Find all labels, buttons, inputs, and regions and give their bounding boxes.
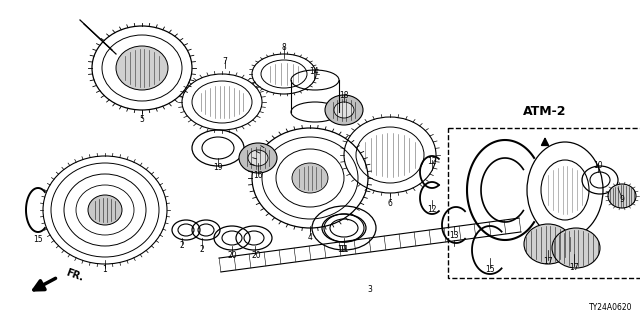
Text: 18: 18 [339,92,349,100]
Ellipse shape [248,150,268,166]
Text: 11: 11 [339,245,349,254]
Text: 5: 5 [140,116,145,124]
Text: 2: 2 [180,242,184,251]
Text: 3: 3 [367,285,372,294]
Text: 9: 9 [620,196,625,204]
Text: 20: 20 [251,252,261,260]
Ellipse shape [552,228,600,268]
Text: TY24A0620: TY24A0620 [589,303,632,312]
Text: 2: 2 [200,245,204,254]
Text: 12: 12 [428,205,436,214]
Text: 15: 15 [485,266,495,275]
Text: 19: 19 [337,245,347,254]
Text: 17: 17 [569,263,579,273]
Text: 19: 19 [213,164,223,172]
Ellipse shape [239,143,277,173]
Text: 14: 14 [309,68,319,76]
Text: 10: 10 [593,161,603,170]
Text: 8: 8 [282,44,286,52]
Ellipse shape [334,102,354,118]
Text: 7: 7 [223,58,227,67]
Ellipse shape [524,224,572,264]
Ellipse shape [608,184,636,208]
Ellipse shape [88,195,122,225]
Text: 4: 4 [308,233,312,242]
Text: ATM-2: ATM-2 [524,105,567,118]
Text: FR.: FR. [64,267,84,283]
Text: 6: 6 [388,198,392,207]
Ellipse shape [292,163,328,193]
Text: 16: 16 [253,171,263,180]
Text: 1: 1 [102,266,108,275]
Ellipse shape [325,95,363,125]
Ellipse shape [116,46,168,90]
Text: 13: 13 [449,231,459,241]
Text: 17: 17 [543,258,553,267]
Text: 15: 15 [33,236,43,244]
Text: 12: 12 [428,157,436,166]
Text: 20: 20 [227,252,237,260]
